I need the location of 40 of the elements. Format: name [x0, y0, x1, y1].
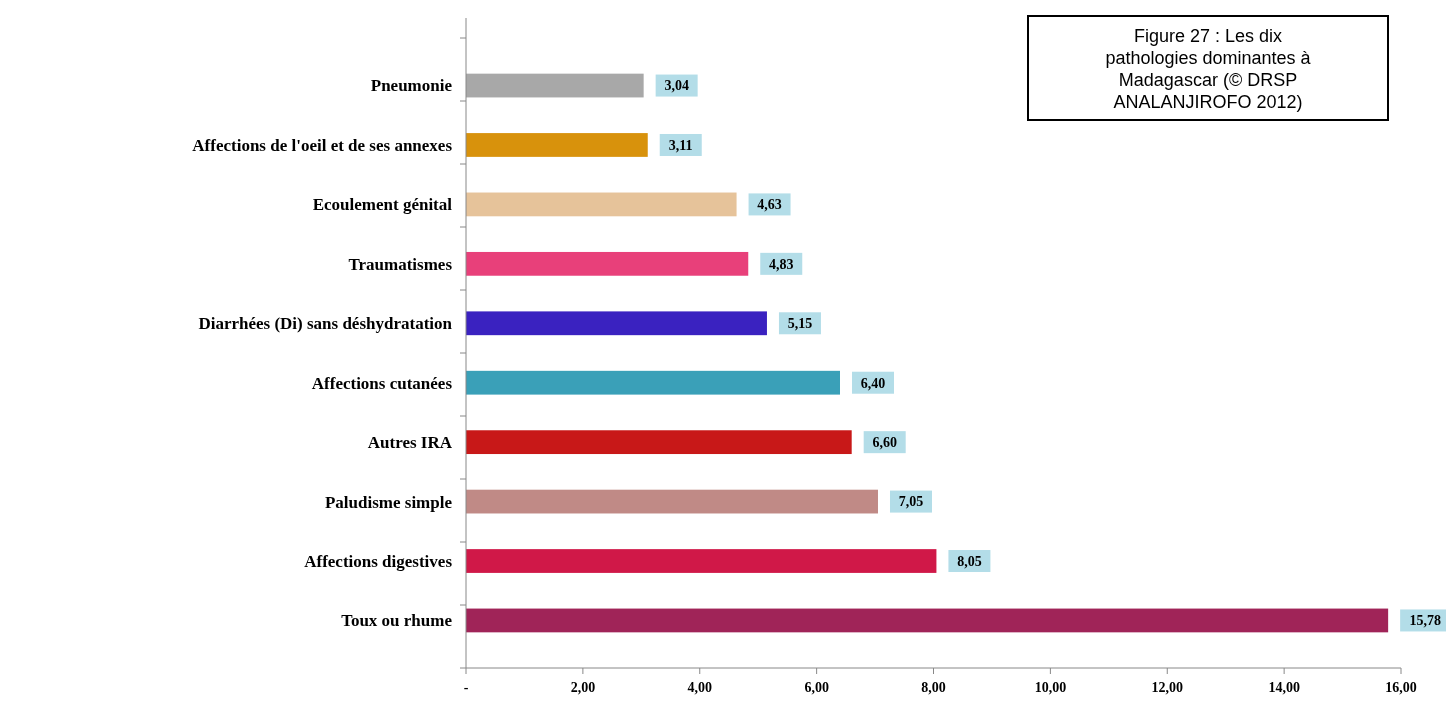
y-tick-label: Pneumonie [370, 76, 453, 96]
bar [466, 311, 767, 336]
x-tick-label: 12,00 [1151, 680, 1183, 695]
data-label: 6,40 [860, 375, 886, 391]
x-tick-label: 10,00 [1034, 680, 1067, 695]
x-tick-label: 4,00 [687, 680, 712, 695]
data-label: 5,15 [787, 316, 813, 332]
data-label: 3,11 [668, 137, 693, 153]
x-tick-label: 14,00 [1268, 680, 1300, 695]
y-tick-label: Paludisme simple [324, 492, 453, 512]
x-tick-label: - [463, 680, 469, 695]
bar [466, 133, 648, 157]
x-tick-label: 8,00 [921, 680, 946, 695]
data-label: 6,60 [872, 435, 897, 451]
bar [466, 489, 878, 514]
y-tick-label: Affections digestives [304, 551, 453, 571]
bar [466, 370, 840, 395]
y-tick-label: Traumatismes [348, 254, 453, 274]
bar [466, 73, 644, 98]
y-tick-label: Ecoulement génital [312, 195, 453, 215]
y-tick-label: Toux ou rhume [341, 611, 453, 631]
y-tick-label: Diarrhées (Di) sans déshydratation [198, 314, 453, 334]
y-tick-label: Affections de l'oeil et de ses annexes [192, 135, 453, 155]
x-tick-label: 16,00 [1385, 680, 1417, 695]
x-tick-label: 2,00 [570, 680, 596, 695]
y-tick-label: Autres IRA [367, 433, 453, 453]
data-label: 7,05 [898, 494, 924, 510]
data-label: 4,83 [769, 256, 794, 272]
data-label: 4,63 [757, 197, 782, 213]
data-label: 15,78 [1409, 613, 1441, 629]
data-label: 3,04 [664, 78, 689, 94]
bar [466, 549, 937, 573]
x-tick-label: 6,00 [804, 680, 829, 695]
bar [466, 192, 737, 217]
bar [466, 251, 749, 276]
bar [466, 608, 1389, 633]
y-tick-label: Affections cutanées [311, 373, 453, 393]
bar [466, 430, 852, 455]
data-label: 8,05 [957, 553, 982, 569]
text: Figure 27 : Les dix pathologies dominantes à Madagascar (© DRSP ANALANJIROFO 2012) [1105, 26, 1312, 113]
